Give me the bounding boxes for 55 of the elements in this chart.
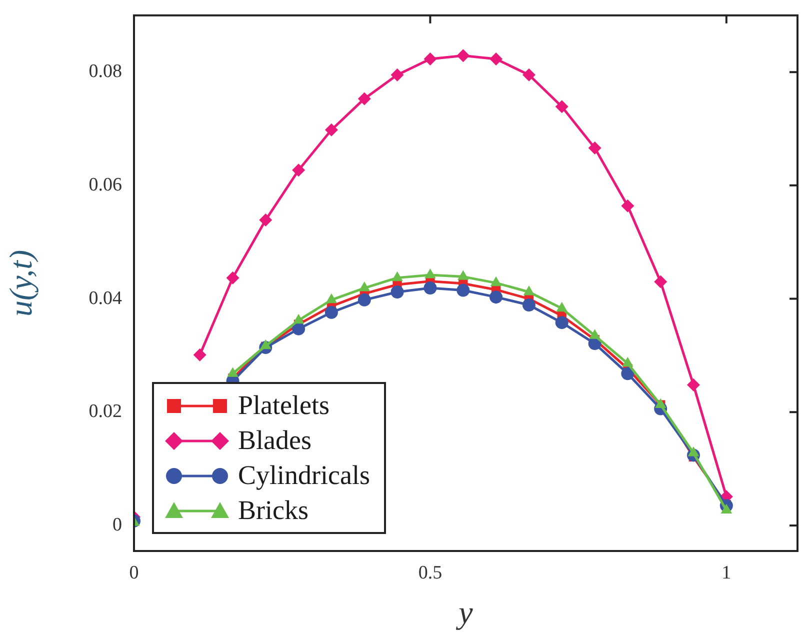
legend-label: Cylindricals [238,460,370,491]
y-axis-title: u(y,t) [2,250,39,317]
x-axis-title: y [456,594,474,630]
point [686,378,700,392]
point [490,276,502,286]
point [226,271,240,284]
point [621,367,634,380]
point [720,504,732,514]
x-tick-label: 1 [722,562,732,584]
point [424,268,436,278]
y-tick-label: 0.06 [88,174,122,196]
legend-label: Platelets [238,390,330,421]
legend-label: Bricks [238,495,308,526]
point [292,322,306,336]
point [456,284,470,297]
point [654,275,668,288]
point [490,52,503,66]
point [259,214,272,227]
point [555,316,568,330]
point [522,68,536,82]
point [227,367,238,377]
point [292,314,304,324]
legend-label: Blades [238,425,312,456]
point [358,92,371,106]
point [458,270,469,280]
point [688,446,700,456]
point [326,293,338,304]
point [621,199,634,212]
point [324,123,338,136]
point [390,68,404,82]
point [324,306,338,319]
point [392,271,403,282]
point [522,298,536,312]
point [490,290,503,304]
point [622,356,634,367]
point [193,348,206,362]
x-tick-label: 0 [129,562,139,584]
point [523,285,535,296]
point [456,49,470,62]
y-tick-label: 0 [112,514,122,536]
point [292,164,306,177]
point [358,282,370,292]
point [555,100,568,114]
point [589,329,600,339]
point [556,302,568,312]
point [588,142,602,155]
point [424,52,437,66]
y-tick-label: 0.02 [88,401,122,422]
y-tick-label: 0.08 [88,61,122,82]
point [424,282,437,295]
point [358,293,371,306]
point [260,339,272,350]
y-tick-label: 0.04 [88,288,122,309]
x-tick-label: 0.5 [418,562,442,584]
point [390,285,404,298]
